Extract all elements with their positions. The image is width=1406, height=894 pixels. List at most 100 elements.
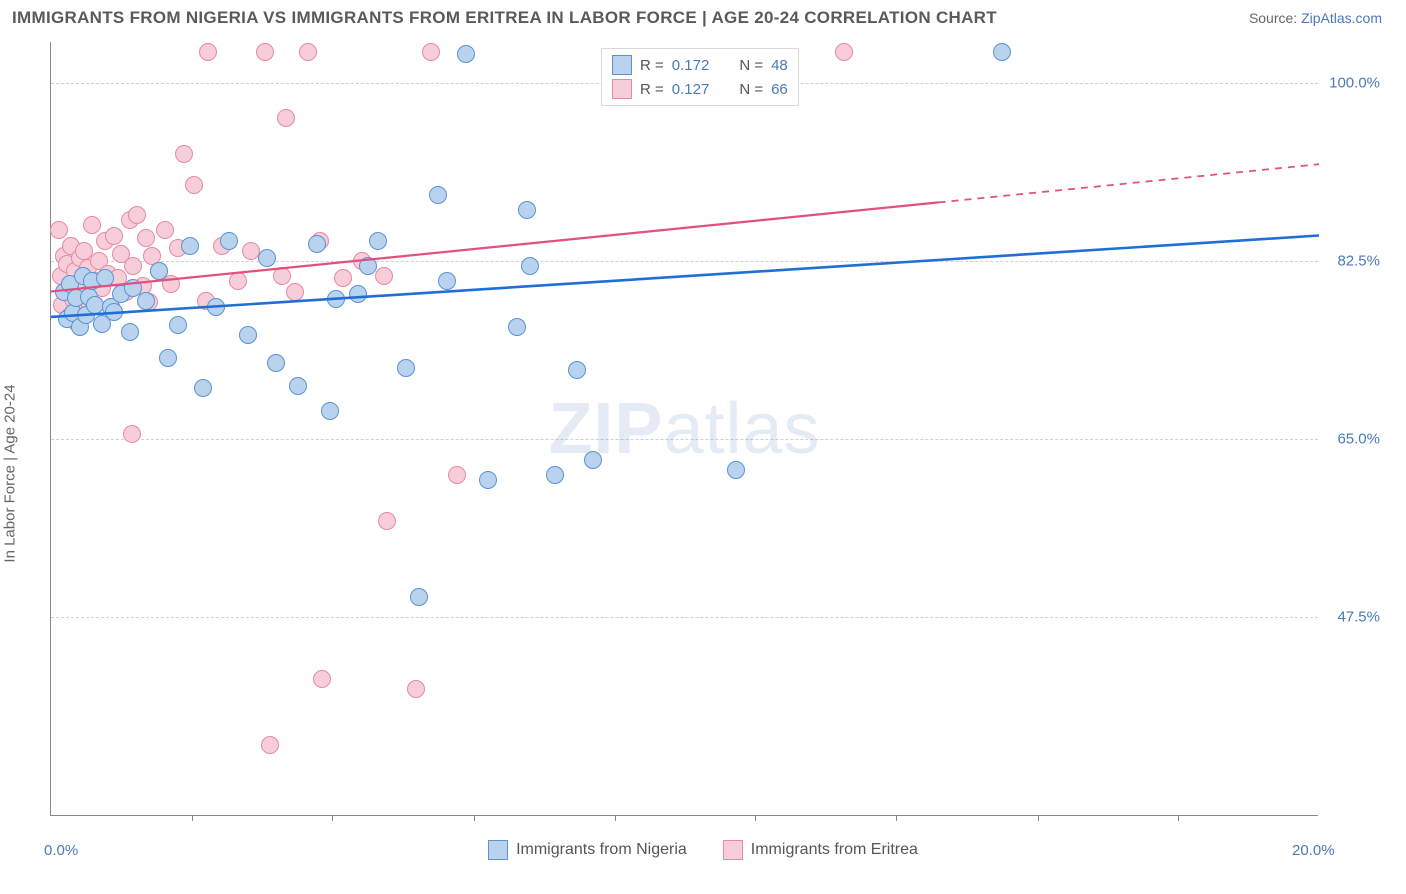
x-tick <box>332 815 333 821</box>
data-point <box>321 402 339 420</box>
data-point <box>397 359 415 377</box>
data-point <box>727 461 745 479</box>
data-point <box>128 206 146 224</box>
data-point <box>369 232 387 250</box>
legend-r-label: R = <box>640 57 664 74</box>
legend-stats: R = 0.172 N = 48 R = 0.127 N = 66 <box>601 48 799 106</box>
data-point <box>185 176 203 194</box>
data-point <box>162 275 180 293</box>
data-point <box>410 588 428 606</box>
data-point <box>308 235 326 253</box>
data-point <box>267 354 285 372</box>
legend-series: Immigrants from Nigeria Immigrants from E… <box>12 840 1394 865</box>
data-point <box>207 298 225 316</box>
legend-item: Immigrants from Eritrea <box>723 840 918 860</box>
data-point <box>256 43 274 61</box>
data-point <box>199 43 217 61</box>
data-point <box>273 267 291 285</box>
data-point <box>286 283 304 301</box>
data-point <box>175 145 193 163</box>
plot-area: 47.5%65.0%82.5%100.0%ZIPatlasR = 0.172N … <box>50 42 1318 816</box>
data-point <box>327 290 345 308</box>
data-point <box>261 736 279 754</box>
x-tick <box>615 815 616 821</box>
data-point <box>422 43 440 61</box>
chart-title: IMMIGRANTS FROM NIGERIA VS IMMIGRANTS FR… <box>12 8 997 28</box>
legend-item: Immigrants from Nigeria <box>488 840 687 860</box>
x-tick <box>1038 815 1039 821</box>
data-point <box>105 303 123 321</box>
data-point <box>448 466 466 484</box>
data-point <box>229 272 247 290</box>
legend-r-value: 0.172 <box>672 57 710 74</box>
data-point <box>479 471 497 489</box>
correlation-chart: In Labor Force | Age 20-24 47.5%65.0%82.… <box>12 36 1394 894</box>
data-point <box>277 109 295 127</box>
legend-r-label: R = <box>640 81 664 98</box>
x-tick <box>755 815 756 821</box>
data-point <box>105 227 123 245</box>
data-point <box>123 425 141 443</box>
data-point <box>334 269 352 287</box>
legend-row: R = 0.127 N = 66 <box>612 77 788 101</box>
legend-swatch <box>612 55 632 75</box>
legend-swatch <box>612 79 632 99</box>
legend-swatch <box>723 840 743 860</box>
y-axis-label: In Labor Force | Age 20-24 <box>2 384 19 562</box>
data-point <box>181 237 199 255</box>
x-tick <box>474 815 475 821</box>
data-point <box>83 216 101 234</box>
data-point <box>124 257 142 275</box>
gridline <box>51 261 1318 262</box>
data-point <box>359 257 377 275</box>
data-point <box>137 229 155 247</box>
data-point <box>194 379 212 397</box>
trend-lines <box>51 42 1319 816</box>
data-point <box>993 43 1011 61</box>
data-point <box>378 512 396 530</box>
legend-n-value: 66 <box>771 81 788 98</box>
y-tick-label: 82.5% <box>1337 252 1380 269</box>
y-tick-label: 100.0% <box>1329 74 1380 91</box>
gridline <box>51 439 1318 440</box>
data-point <box>568 361 586 379</box>
x-tick <box>896 815 897 821</box>
legend-n-label: N = <box>739 57 763 74</box>
data-point <box>239 326 257 344</box>
data-point <box>438 272 456 290</box>
data-point <box>96 269 114 287</box>
data-point <box>313 670 331 688</box>
y-tick-label: 47.5% <box>1337 609 1380 626</box>
legend-r-value: 0.127 <box>672 81 710 98</box>
data-point <box>258 249 276 267</box>
data-point <box>137 292 155 310</box>
data-point <box>169 316 187 334</box>
legend-n-label: N = <box>739 81 763 98</box>
data-point <box>156 221 174 239</box>
chart-header: IMMIGRANTS FROM NIGERIA VS IMMIGRANTS FR… <box>0 0 1406 32</box>
x-tick <box>192 815 193 821</box>
x-tick <box>1178 815 1179 821</box>
data-point <box>375 267 393 285</box>
data-point <box>508 318 526 336</box>
data-point <box>521 257 539 275</box>
data-point <box>429 186 447 204</box>
data-point <box>835 43 853 61</box>
data-point <box>121 323 139 341</box>
source-attribution: Source: ZipAtlas.com <box>1249 10 1382 26</box>
legend-n-value: 48 <box>771 57 788 74</box>
data-point <box>299 43 317 61</box>
data-point <box>518 201 536 219</box>
data-point <box>220 232 238 250</box>
source-link[interactable]: ZipAtlas.com <box>1301 10 1382 26</box>
source-prefix: Source: <box>1249 10 1301 26</box>
data-point <box>349 285 367 303</box>
data-point <box>457 45 475 63</box>
data-point <box>159 349 177 367</box>
data-point <box>546 466 564 484</box>
legend-label: Immigrants from Eritrea <box>751 841 918 859</box>
legend-swatch <box>488 840 508 860</box>
legend-row: R = 0.172 N = 48 <box>612 53 788 77</box>
data-point <box>50 221 68 239</box>
legend-label: Immigrants from Nigeria <box>516 841 687 859</box>
